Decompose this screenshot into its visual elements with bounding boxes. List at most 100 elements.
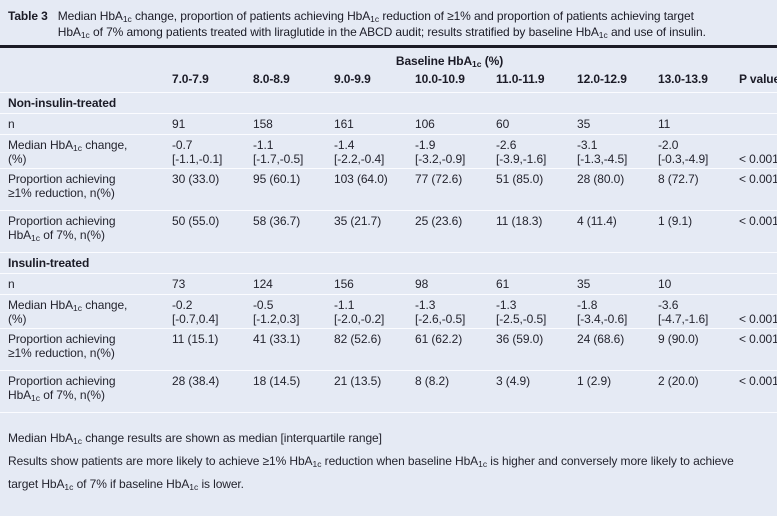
footnote-median-definition: Median HbA1c change results are shown as… [8, 431, 382, 446]
data-cell: 58 (36.7) [253, 214, 301, 228]
median-value: -1.1 [334, 298, 355, 312]
table-caption: Table 3 Median HbA1c change, proportion … [0, 0, 777, 45]
data-cell: 60 [496, 117, 510, 131]
iqr-value: [-2.5,-0.5] [496, 312, 547, 326]
data-cell: 21 (13.5) [334, 374, 382, 388]
section-row: Insulin-treated [0, 252, 777, 273]
p-value-cell: < 0.001 [733, 135, 777, 168]
row-label-line: (%) [8, 152, 27, 166]
data-cell: 24 (68.6) [577, 332, 625, 346]
iqr-value: [-0.7,0.4] [172, 312, 219, 326]
iqr-value: [-4.7,-1.6] [658, 312, 709, 326]
data-cell: 98 [415, 277, 429, 291]
table-row: n 91 158 161 106 60 35 11 [0, 113, 777, 134]
data-cell: 11 (18.3) [496, 214, 543, 228]
iqr-value: [-2.2,-0.4] [334, 152, 385, 166]
table-row: Proportion achieving HbA1c of 7%, n(%) 28 … [0, 370, 777, 412]
data-cell: 61 [496, 277, 510, 291]
data-cell: 28 (80.0) [577, 172, 625, 186]
data-cell: -0.2 [-0.7,0.4] [166, 295, 247, 328]
data-cell: 10 [658, 277, 672, 291]
data-cell: -2.6 [-3.9,-1.6] [490, 135, 571, 168]
p-value-cell: < 0.001 [739, 214, 777, 228]
p-value-cell [733, 114, 777, 134]
data-cell: 3 (4.9) [496, 374, 530, 388]
data-cell: 82 (52.6) [334, 332, 382, 346]
data-cell: 61 (62.2) [415, 332, 463, 346]
median-value [739, 298, 777, 312]
data-cell: 35 [577, 117, 591, 131]
data-cell: -0.5 [-1.2,0.3] [247, 295, 328, 328]
data-cell: 106 [415, 117, 435, 131]
row-label-line: Proportion achieving [8, 172, 116, 186]
iqr-value: [-0.3,-4.9] [658, 152, 709, 166]
data-cell: 9 (90.0) [658, 332, 699, 346]
column-header-6: 12.0-12.9 [577, 72, 627, 86]
data-cell: 73 [172, 277, 186, 291]
data-cell: 8 (8.2) [415, 374, 449, 388]
median-value: -3.1 [577, 138, 598, 152]
row-label-line: HbA1c of 7%, n(%) [8, 388, 105, 403]
median-value: -1.3 [415, 298, 436, 312]
row-label-line: ≥1% reduction, n(%) [8, 186, 115, 200]
data-table: Baseline HbA1c (%) 7.0-7.9 8.0-8.9 9.0-9.9… [0, 48, 777, 413]
data-cell: 95 (60.1) [253, 172, 301, 186]
section-header: Insulin-treated [8, 256, 90, 270]
row-label-line: Median HbA1c change, [8, 138, 128, 153]
footnotes: Median HbA1c change results are shown as… [8, 427, 767, 496]
row-label-line: Proportion achieving [8, 374, 116, 388]
data-cell: 8 (72.7) [658, 172, 699, 186]
empty-header-cell [0, 70, 166, 92]
p-value-cell [733, 274, 777, 294]
data-cell: 35 [577, 277, 591, 291]
row-label-line: ≥1% reduction, n(%) [8, 346, 115, 360]
data-cell: 50 (55.0) [172, 214, 220, 228]
data-cell: 91 [172, 117, 186, 131]
row-label: Median HbA1c change, (%) [0, 295, 166, 328]
data-cell: 1 (9.1) [658, 214, 692, 228]
column-header-7: 13.0-13.9 [658, 72, 708, 86]
data-cell: -2.0 [-0.3,-4.9] [652, 135, 733, 168]
data-cell: 11 [658, 117, 671, 131]
data-cell: -3.1 [-1.3,-4.5] [571, 135, 652, 168]
median-value: -1.4 [334, 138, 355, 152]
median-value: -1.1 [253, 138, 274, 152]
row-label-line: Proportion achieving [8, 332, 116, 346]
baseline-hba1c-group-header: Baseline HbA1c (%) [395, 54, 504, 69]
data-cell: -1.1 [-2.0,-0.2] [328, 295, 409, 328]
p-value-cell: < 0.001 [733, 295, 777, 328]
iqr-value: [-1.7,-0.5] [253, 152, 304, 166]
median-value: -2.0 [658, 138, 679, 152]
median-value: -2.6 [496, 138, 517, 152]
table-row: n 73 124 156 98 61 35 10 [0, 273, 777, 294]
iqr-value: [-3.4,-0.6] [577, 312, 628, 326]
row-label: Median HbA1c change, (%) [0, 135, 166, 168]
data-cell: 161 [334, 117, 354, 131]
baseline-group-header-row: Baseline HbA1c (%) [0, 48, 777, 70]
footnote-results-summary: Results show patients are more likely to… [8, 454, 734, 492]
median-value: -0.7 [172, 138, 193, 152]
iqr-value: [-1.1,-0.1] [172, 152, 223, 166]
data-cell: -1.8 [-3.4,-0.6] [571, 295, 652, 328]
data-cell: -1.4 [-2.2,-0.4] [328, 135, 409, 168]
table-number: Table 3 [8, 9, 48, 23]
p-value-cell: < 0.001 [739, 332, 777, 346]
section-row: Non-insulin-treated [0, 92, 777, 113]
table-row: Proportion achieving HbA1c of 7%, n(%) 50 … [0, 210, 777, 252]
data-cell: 18 (14.5) [253, 374, 301, 388]
data-cell: -1.3 [-2.5,-0.5] [490, 295, 571, 328]
row-label: Proportion achieving HbA1c of 7%, n(%) [0, 211, 166, 252]
data-cell: 156 [334, 277, 354, 291]
data-cell: 103 (64.0) [334, 172, 388, 186]
median-value: -1.3 [496, 298, 517, 312]
data-cell: 2 (20.0) [658, 374, 699, 388]
data-cell: 4 (11.4) [577, 214, 617, 228]
p-value-cell: < 0.001 [739, 374, 777, 388]
column-header-3: 9.0-9.9 [334, 72, 371, 86]
title-divider-rule [0, 45, 777, 48]
median-value: -0.2 [172, 298, 193, 312]
median-value: -0.5 [253, 298, 274, 312]
row-label: Proportion achieving ≥1% reduction, n(%) [0, 169, 166, 210]
data-cell: 36 (59.0) [496, 332, 544, 346]
